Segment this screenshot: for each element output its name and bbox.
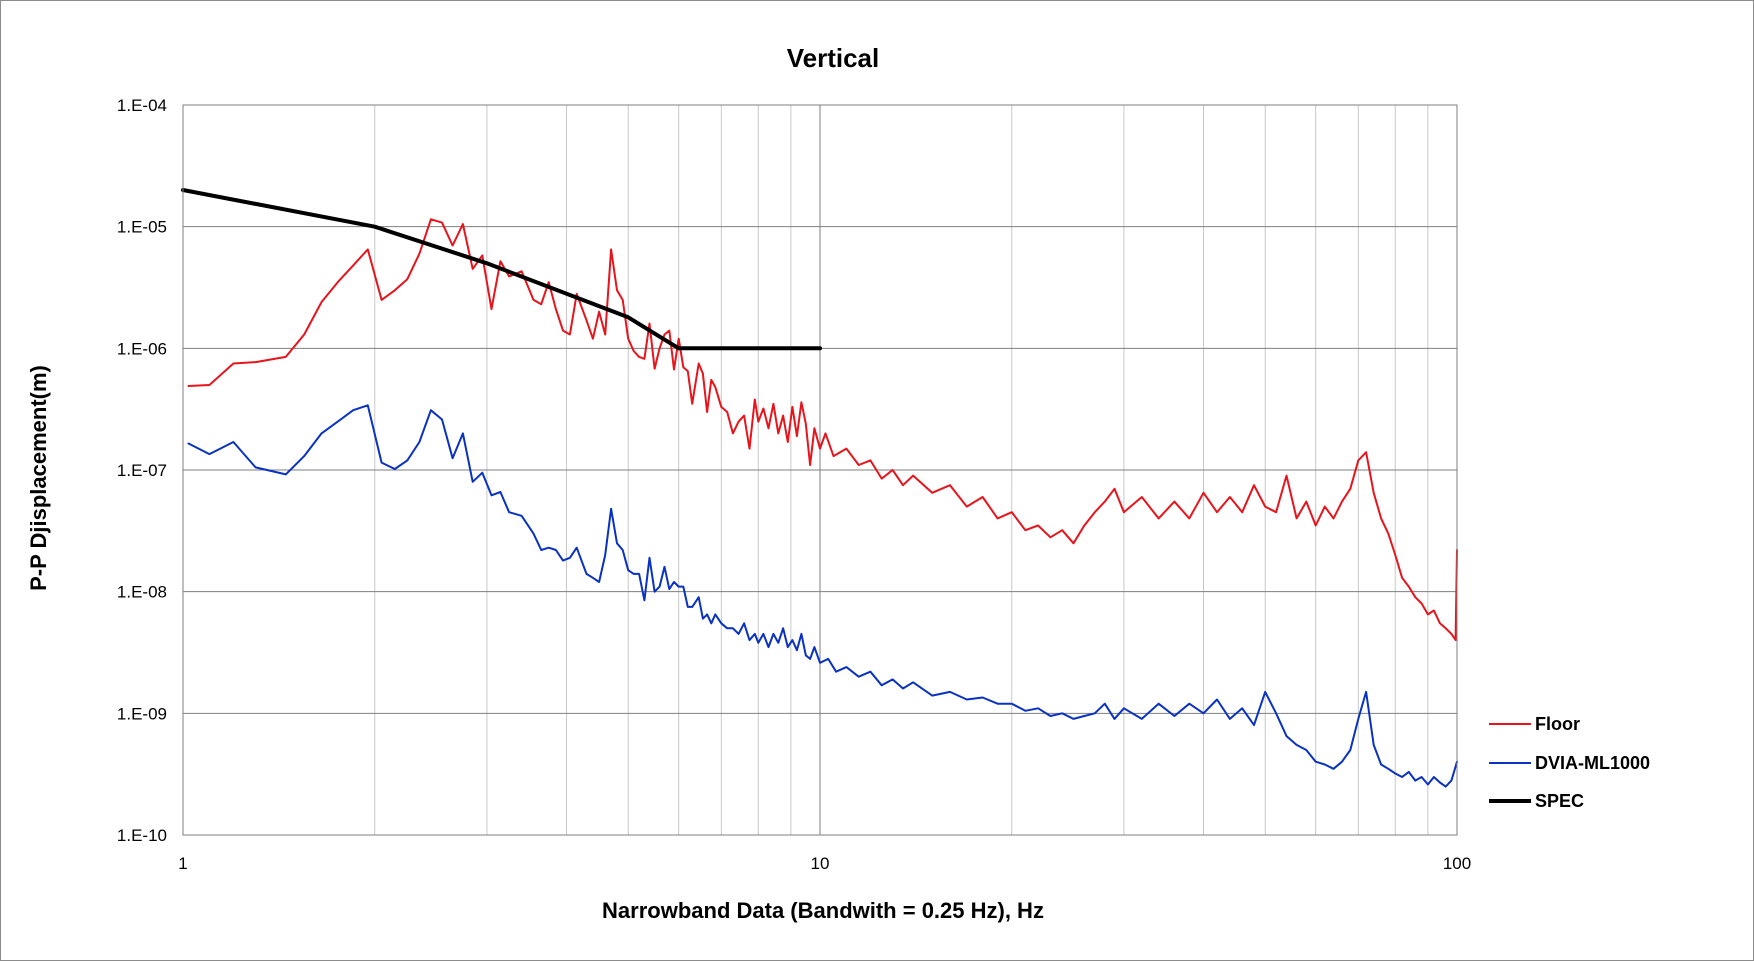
series-line-spec: [181, 188, 822, 351]
series-line-floor: [187, 218, 1458, 642]
plot-area: [182, 104, 1458, 836]
y-tick-label: 1.E-10: [117, 826, 167, 845]
y-tick-label: 1.E-08: [117, 583, 167, 602]
series-line-dvia-ml1000: [187, 404, 1458, 788]
chart-title: Vertical: [787, 43, 880, 73]
y-tick-label: 1.E-04: [117, 96, 167, 115]
y-tick-label: 1.E-09: [117, 704, 167, 723]
x-axis-ticks: 1 10 100: [178, 854, 1471, 873]
legend-label: DVIA-ML1000: [1535, 753, 1650, 773]
y-axis-ticks: 1.E-04 1.E-05 1.E-06 1.E-07 1.E-08 1.E-09 1.E-…: [117, 96, 167, 845]
x-tick-label: 100: [1443, 854, 1471, 873]
grid: [183, 104, 1457, 836]
x-axis-title: Narrowband Data (Bandwith = 0.25 Hz), Hz: [602, 898, 1044, 923]
y-axis-title: P-P Djisplacement(m): [26, 365, 51, 591]
y-tick-label: 1.E-07: [117, 461, 167, 480]
x-tick-label: 1: [178, 854, 187, 873]
series-layer: [181, 188, 1458, 788]
y-tick-label: 1.E-05: [117, 218, 167, 237]
legend-label: Floor: [1535, 714, 1580, 734]
legend: Floor DVIA-ML1000 SPEC: [1489, 714, 1650, 811]
x-tick-label: 10: [811, 854, 830, 873]
legend-label: SPEC: [1535, 791, 1584, 811]
y-tick-label: 1.E-06: [117, 339, 167, 358]
